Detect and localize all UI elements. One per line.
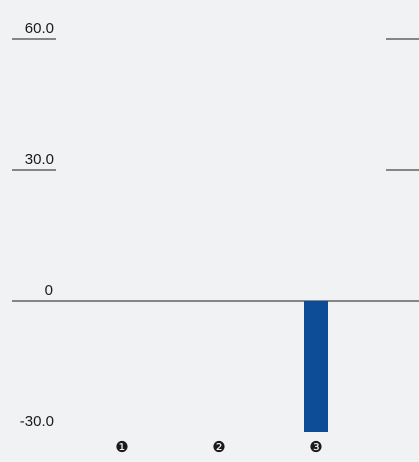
y-tick-label: 30.0 <box>25 151 54 168</box>
y-tick-label: -30.0 <box>20 413 54 430</box>
x-tick-label: ❷ <box>212 439 225 456</box>
y-tick-label: 60.0 <box>25 20 54 37</box>
bar <box>304 301 328 432</box>
x-tick-label: ❸ <box>309 439 322 456</box>
x-tick-label: ❶ <box>115 439 128 456</box>
y-tick-label: 0 <box>45 282 53 299</box>
